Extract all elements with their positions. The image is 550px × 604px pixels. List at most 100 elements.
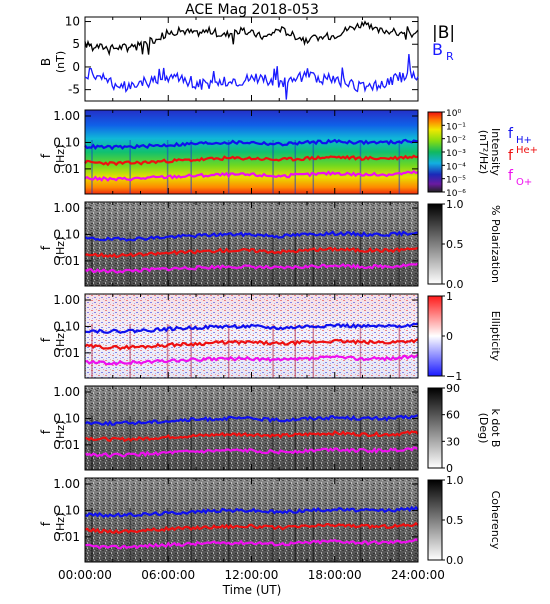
k-dot-b-streak — [91, 416, 93, 470]
freq-ylabel-unit: (Hz) — [54, 329, 67, 352]
intensity-streak — [227, 140, 230, 194]
freq-tick-label: 0.10 — [53, 135, 80, 149]
ellipticity-streak — [129, 324, 131, 378]
ellipticity-streak — [272, 324, 274, 378]
freq-ylabel: f — [39, 153, 53, 158]
coherency-streak — [91, 508, 93, 562]
cyclotron-legend: f H+ f He+ f O+ — [508, 126, 538, 188]
ellipticity-colorbar — [427, 295, 443, 377]
x-tick-label: 00:00:00 — [58, 568, 112, 582]
colorbar-tick-label: 0.0 — [446, 554, 464, 567]
colorbar-tick-label: 10⁻⁴ — [446, 162, 466, 172]
k-dot-b-streak — [129, 416, 131, 470]
x-tick-label: 24:00:00 — [391, 568, 445, 582]
panel-intensity: 1.00 0.10 0.01f (Hz) 10⁰ 10⁻¹ 10⁻² 10⁻³ 10⁻⁴ 10⁻⁵… — [39, 109, 502, 199]
mag-y-tick-label: 0 — [72, 60, 80, 74]
ellipticity-f-he-line — [84, 338, 419, 351]
k-dot-b-streak — [190, 416, 192, 470]
ellipticity-f-h-line — [84, 322, 419, 334]
mag-y-tick-label: 10 — [65, 15, 80, 29]
legend-f-he-superscript: He+ — [516, 145, 538, 156]
x-tick-label: 18:00:00 — [308, 568, 362, 582]
mag-y-tick-label: 5 — [72, 37, 80, 51]
colorbar-tick-label: −1 — [446, 370, 462, 383]
intensity-streak — [312, 140, 315, 194]
polarization-f-he-line — [84, 246, 419, 259]
coherency-f-h-line — [84, 505, 419, 518]
panel-polarization: 1.00 0.10 0.01f (Hz) 1.0 0.5 0.0 % Polarization — [39, 198, 502, 291]
ellipticity-streak — [294, 324, 297, 378]
intensity-streak — [272, 140, 274, 194]
colorbar-tick-label: 1.0 — [446, 474, 464, 487]
freq-tick-label: 1.00 — [53, 109, 80, 123]
intensity-streak — [398, 140, 401, 194]
panel-coherency: 1.00 0.10 0.01f (Hz) 1.0 0.5 0.0 Coherency — [39, 474, 502, 567]
polarization-streak — [190, 232, 192, 286]
colorbar-tick-label: 10⁰ — [446, 109, 461, 119]
intensity-colorbar-unit: (nT²/Hz) — [477, 130, 490, 174]
legend-f-h: f — [508, 126, 514, 142]
coherency-streak — [190, 508, 192, 562]
coherency-f-o-line — [84, 538, 419, 550]
colorbar-tick-label: 10⁻⁶ — [446, 189, 466, 199]
k-dot-b-f-h-line — [84, 414, 419, 427]
ellipticity-streak — [91, 324, 93, 378]
colorbar-tick-label: 60 — [446, 409, 460, 422]
freq-tick-label: 0.01 — [53, 254, 80, 268]
polarization-streak — [129, 232, 131, 286]
k-dot-b-colorbar — [427, 387, 443, 469]
ellipticity-f-o-line — [84, 353, 419, 367]
x-tick-label: 12:00:00 — [225, 568, 279, 582]
freq-tick-label: 0.10 — [53, 319, 80, 333]
coherency-streak — [227, 508, 230, 562]
freq-ylabel: f — [39, 245, 53, 250]
intensity-f-h-line — [84, 138, 419, 151]
colorbar-tick-label: 30 — [446, 435, 460, 448]
polarization-streak — [294, 232, 297, 286]
intensity-f-he-line — [84, 154, 419, 167]
freq-ylabel-unit: (Hz) — [54, 145, 67, 168]
coherency-heatmap-texture — [85, 478, 418, 562]
k-dot-b-streak — [312, 416, 315, 470]
mag-y-ticks: 10 5 0 -5 — [65, 15, 418, 97]
x-axis-label: Time (UT) — [222, 583, 282, 597]
intensity-streak — [190, 140, 192, 194]
polarization-streak — [398, 232, 401, 286]
k-dot-b-colorbar-unit: (Deg) — [477, 413, 490, 444]
mag-ylabel-unit: (nT) — [54, 51, 67, 73]
ellipticity-streak — [190, 324, 192, 378]
ellipticity-streak — [359, 324, 362, 378]
freq-ylabel: f — [39, 429, 53, 434]
panel-magnetic-field: 10 5 0 -5 B (nT) |B| B R — [39, 15, 455, 102]
legend-f-o: f — [508, 168, 514, 184]
freq-tick-label: 1.00 — [53, 293, 80, 307]
k-dot-b-streak — [166, 416, 169, 470]
colorbar-tick-label: 0.5 — [446, 514, 464, 527]
freq-tick-label: 0.10 — [53, 227, 80, 241]
freq-ylabel-unit: (Hz) — [54, 513, 67, 536]
colorbar-tick-label: 0.0 — [446, 278, 464, 291]
legend-f-h-subscript: H+ — [516, 135, 532, 146]
colorbar-tick-label: 0 — [446, 330, 453, 343]
polarization-colorbar-label: % Polarization — [489, 205, 502, 283]
spectral-panels: 1.000.100.01f (Hz)10⁰10⁻¹10⁻²10⁻³10⁻⁴10⁻⁵… — [39, 109, 502, 567]
legend-f-he: f — [508, 148, 514, 164]
intensity-streak — [359, 140, 362, 194]
k-dot-b-streak — [272, 416, 274, 470]
colorbar-tick-label: 0.5 — [446, 238, 464, 251]
intensity-streak — [91, 140, 93, 194]
freq-ylabel-unit: (Hz) — [54, 421, 67, 444]
coherency-streak — [272, 508, 274, 562]
colorbar-tick-label: 10⁻³ — [446, 149, 466, 159]
freq-tick-label: 0.01 — [53, 530, 80, 544]
legend-b-r: B — [432, 40, 443, 59]
mag-y-tick-label: -5 — [68, 83, 80, 97]
panel-ellipticity: 1.00 0.10 0.01f (Hz) 1 0 −1 Ellipticity — [39, 290, 502, 383]
colorbar-tick-label: 1 — [446, 290, 453, 303]
ellipticity-heatmap-texture — [85, 294, 418, 378]
legend-b-r-subscript: R — [446, 50, 454, 63]
freq-tick-label: 0.10 — [53, 503, 80, 517]
ellipticity-streak — [166, 324, 169, 378]
k-dot-b-streak — [398, 416, 401, 470]
k-dot-b-streak — [359, 416, 362, 470]
